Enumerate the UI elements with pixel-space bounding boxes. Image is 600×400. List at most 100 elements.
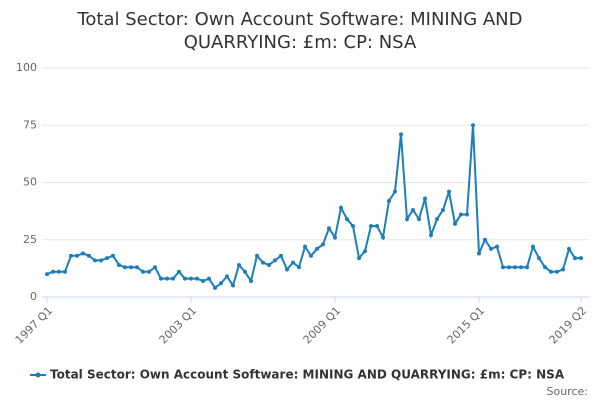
data-point — [573, 256, 577, 261]
data-point — [195, 276, 199, 281]
data-point — [141, 269, 145, 274]
data-point — [561, 267, 565, 272]
data-point — [357, 256, 361, 261]
data-point — [339, 205, 343, 210]
y-tick-label: 0 — [30, 290, 37, 303]
data-point — [471, 123, 475, 128]
data-point — [531, 244, 535, 249]
data-point — [117, 262, 121, 267]
data-point — [159, 276, 163, 281]
y-tick-label: 100 — [16, 61, 37, 74]
data-point — [465, 212, 469, 217]
data-point — [57, 269, 61, 274]
data-point — [333, 235, 337, 240]
data-point — [63, 269, 67, 274]
x-tick-label: 2009 Q1 — [301, 304, 344, 347]
data-point — [45, 272, 49, 277]
data-point — [129, 265, 133, 270]
x-tick-label: 2019 Q2 — [547, 304, 590, 347]
data-point — [105, 256, 109, 261]
y-tick-label: 50 — [23, 176, 37, 189]
data-point — [255, 253, 259, 258]
data-point — [525, 265, 529, 270]
y-tick-label: 25 — [23, 233, 37, 246]
data-point — [441, 207, 445, 212]
data-point — [273, 258, 277, 263]
data-point — [267, 262, 271, 267]
data-point — [123, 265, 127, 270]
data-point — [183, 276, 187, 281]
chart-title: Total Sector: Own Account Software: MINI… — [77, 9, 523, 53]
data-point — [87, 253, 91, 258]
data-point — [549, 269, 553, 274]
data-point — [153, 265, 157, 270]
data-point — [423, 196, 427, 201]
data-point — [405, 217, 409, 222]
data-point — [297, 265, 301, 270]
data-point — [537, 256, 541, 261]
data-point — [315, 246, 319, 251]
x-tick-label: 1997 Q1 — [13, 304, 56, 347]
data-point — [147, 269, 151, 274]
data-point — [543, 265, 547, 270]
data-point — [375, 224, 379, 229]
legend-marker — [35, 372, 41, 378]
data-point — [171, 276, 175, 281]
data-point — [501, 265, 505, 270]
data-point — [363, 249, 367, 254]
data-point — [75, 253, 79, 258]
data-point — [411, 207, 415, 212]
data-point — [309, 253, 313, 258]
data-point — [489, 246, 493, 251]
data-line — [46, 125, 581, 290]
data-point — [495, 244, 499, 249]
data-point — [417, 217, 421, 222]
data-point — [111, 253, 115, 258]
data-point — [189, 276, 193, 281]
data-point — [507, 265, 511, 270]
data-point — [321, 242, 325, 247]
data-point — [429, 233, 433, 238]
data-point — [435, 217, 439, 222]
data-point — [393, 189, 397, 194]
x-tick-label: 2015 Q1 — [445, 304, 488, 347]
data-point — [345, 217, 349, 222]
data-point — [201, 278, 205, 283]
data-point — [369, 224, 373, 229]
data-point — [81, 251, 85, 256]
data-point — [453, 221, 457, 226]
data-point — [519, 265, 523, 270]
data-point — [165, 276, 169, 281]
data-point — [51, 269, 55, 274]
data-point — [327, 226, 331, 231]
data-point — [207, 276, 211, 281]
data-point — [177, 269, 181, 274]
data-point — [399, 132, 403, 137]
legend-label: Total Sector: Own Account Software: MINI… — [50, 368, 565, 382]
data-point — [477, 251, 481, 256]
data-point — [459, 212, 463, 217]
data-point — [249, 278, 253, 283]
data-point — [555, 269, 559, 274]
data-point — [231, 283, 235, 288]
data-point — [303, 244, 307, 249]
x-tick-label: 2003 Q1 — [157, 304, 200, 347]
data-point — [351, 224, 355, 229]
y-tick-label: 75 — [23, 118, 37, 131]
data-point — [219, 281, 223, 286]
data-point — [225, 274, 229, 279]
data-point — [567, 246, 571, 251]
data-point — [93, 258, 97, 263]
data-point — [387, 198, 391, 203]
data-point — [291, 260, 295, 265]
data-point — [237, 262, 241, 267]
source: Source: — [547, 385, 589, 398]
data-point — [513, 265, 517, 270]
data-point — [213, 285, 217, 290]
data-point — [99, 258, 103, 263]
data-point — [381, 235, 385, 240]
data-point — [579, 256, 583, 261]
data-point — [243, 269, 247, 274]
